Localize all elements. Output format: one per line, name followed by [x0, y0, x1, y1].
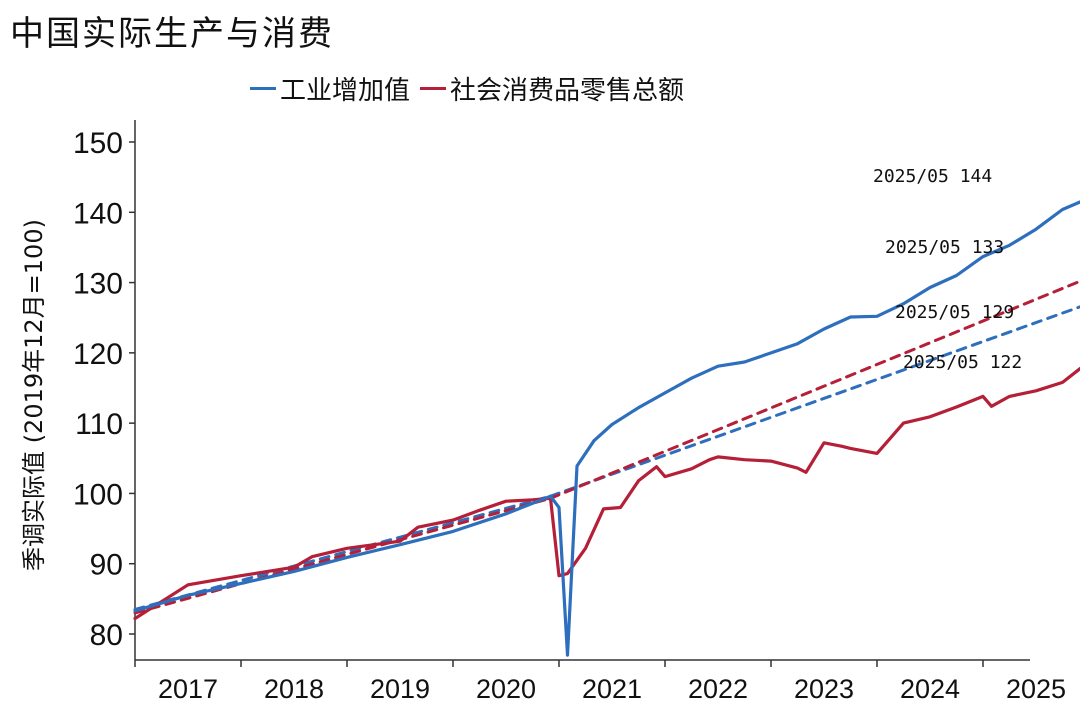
- end-value-label: 2025/05 122: [903, 352, 1022, 373]
- x-tick-label: 2018: [264, 674, 324, 704]
- legend-swatch-retail: [420, 87, 447, 90]
- end-value-label: 2025/05 144: [873, 166, 992, 187]
- series-line-1: [133, 366, 1080, 621]
- series-layer: [133, 200, 1080, 657]
- y-tick-label: 150: [73, 127, 123, 160]
- series-line-5: [133, 496, 552, 615]
- y-tick-label: 130: [73, 268, 123, 301]
- legend: 工业增加值 社会消费品零售总额: [250, 70, 694, 107]
- legend-item-industry: 工业增加值: [250, 70, 410, 107]
- x-tick-label: 2019: [370, 674, 430, 704]
- chart-axes: 80 90 100 110 120 130 140 150 2017 2018 2019 2020 20…: [73, 120, 1066, 704]
- chart-title: 中国实际生产与消费: [10, 14, 334, 54]
- x-tick-label: 2017: [158, 674, 218, 704]
- x-tick-label: 2021: [582, 674, 642, 704]
- legend-label-industry: 工业增加值: [280, 76, 411, 106]
- legend-swatch-industry: [250, 87, 276, 90]
- y-tick-label: 110: [75, 408, 123, 441]
- end-value-label: 2025/05 133: [885, 237, 1004, 258]
- legend-item-retail: 社会消费品零售总额: [420, 70, 684, 107]
- series-line-3: [549, 279, 1080, 500]
- y-axis-label: 季调实际值 (2019年12月=100): [20, 219, 48, 571]
- y-tick-label: 80: [90, 619, 123, 652]
- y-tick-label: 140: [73, 197, 123, 230]
- y-tick-label: 90: [90, 549, 123, 582]
- y-tick-label: 120: [73, 338, 123, 371]
- x-tick-label: 2020: [476, 674, 536, 704]
- y-tick-label: 100: [73, 478, 123, 511]
- series-line-0: [133, 200, 1080, 657]
- x-tick-label: 2023: [794, 674, 854, 704]
- legend-label-retail: 社会消费品零售总额: [450, 76, 685, 106]
- annotation-layer: 2025/05 144 2025/05 133 2025/05 129 2025/05…: [873, 166, 1022, 373]
- x-tick-label: 2022: [688, 674, 748, 704]
- series-line-2: [549, 305, 1080, 498]
- x-tick-label: 2024: [900, 674, 960, 704]
- x-tick-label: 2025: [1006, 674, 1066, 704]
- end-value-label: 2025/05 129: [895, 302, 1014, 323]
